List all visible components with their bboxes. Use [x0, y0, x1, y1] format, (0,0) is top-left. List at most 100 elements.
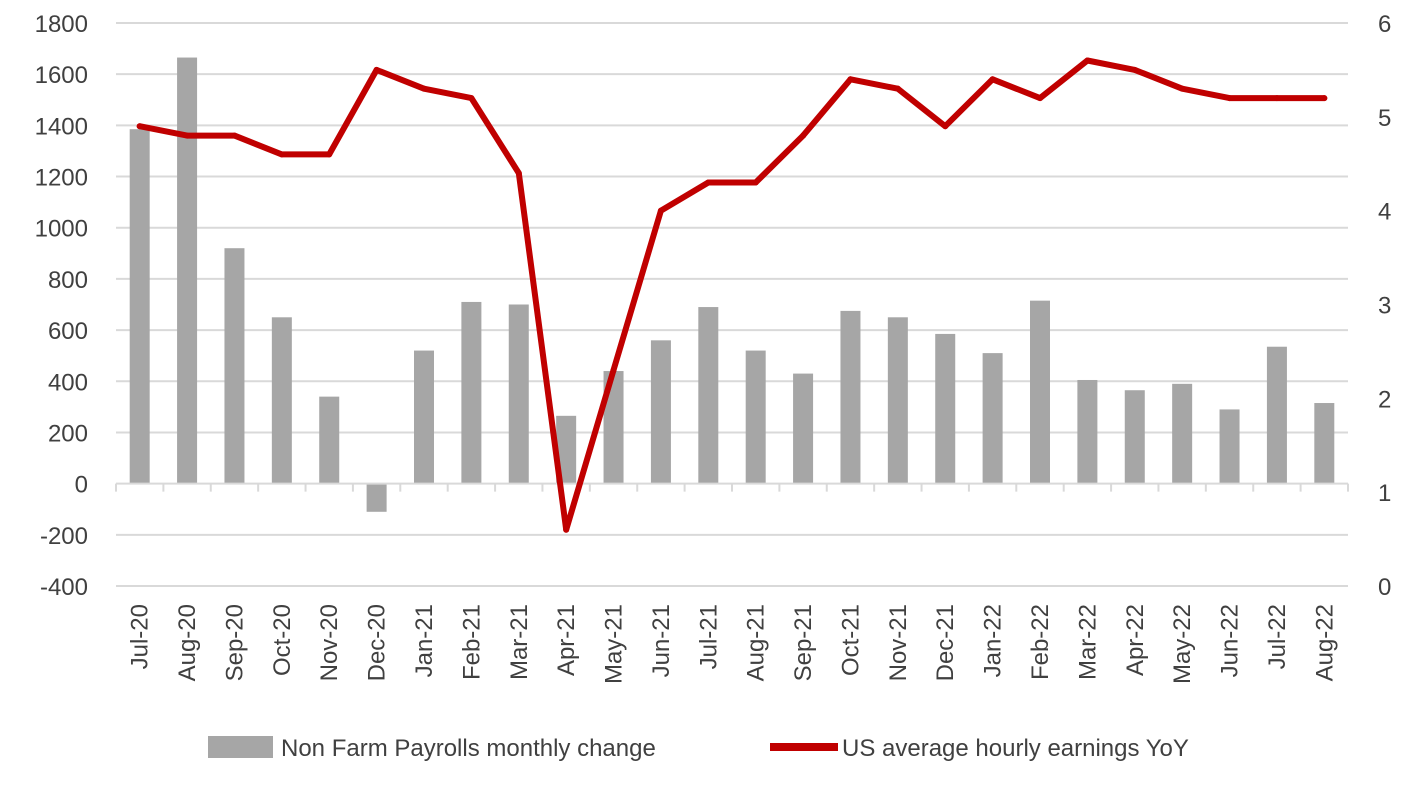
left-tick-label: 600 — [48, 318, 88, 345]
left-tick-label: 400 — [48, 369, 88, 396]
left-tick-label: -200 — [40, 523, 88, 550]
earnings-point — [1084, 57, 1091, 64]
legend-label-earnings: US average hourly earnings YoY — [842, 735, 1189, 762]
x-tick-label: Sep-20 — [221, 604, 248, 681]
left-tick-label: 1600 — [35, 62, 88, 89]
right-tick-label: 6 — [1378, 11, 1391, 38]
payrolls-bar — [603, 371, 624, 484]
payrolls-bar — [793, 373, 814, 484]
x-tick-label: Apr-21 — [553, 604, 580, 676]
x-tick-label: Jan-22 — [980, 604, 1007, 677]
payrolls-bar — [1030, 300, 1050, 484]
payrolls-bar — [745, 350, 766, 484]
x-tick-label: Oct-20 — [269, 604, 296, 676]
payrolls-bar — [1314, 403, 1335, 484]
left-tick-label: 800 — [48, 267, 88, 294]
payrolls-bar — [414, 350, 434, 484]
x-tick-label: Mar-21 — [506, 604, 533, 680]
earnings-point — [373, 66, 380, 73]
right-tick-label: 1 — [1378, 480, 1391, 507]
payrolls-bar — [556, 415, 577, 484]
earnings-point — [326, 151, 333, 158]
zero-axis — [115, 482, 1349, 492]
earnings-point — [989, 76, 996, 83]
left-tick-label: 1400 — [35, 113, 88, 140]
x-tick-label: Jun-22 — [1217, 604, 1244, 677]
right-tick-label: 2 — [1378, 386, 1391, 413]
left-axis-ticks: 1800 1600 1400 1200 1000 800 600 400 200 0 -200 -40… — [35, 11, 88, 601]
legend-label-payrolls: Non Farm Payrolls monthly change — [281, 735, 656, 762]
earnings-point — [1226, 95, 1233, 102]
payrolls-bar — [1219, 409, 1240, 484]
earnings-point — [515, 170, 522, 177]
x-tick-label: Oct-21 — [837, 604, 864, 676]
x-tick-label: Aug-20 — [174, 604, 201, 681]
payrolls-bar — [698, 307, 719, 484]
payrolls-bar — [1077, 379, 1098, 484]
legend-swatch-payrolls — [208, 736, 273, 758]
payrolls-bar — [224, 248, 245, 484]
x-tick-label: Jul-22 — [1264, 604, 1291, 669]
x-tick-label: Nov-20 — [316, 604, 343, 681]
right-tick-label: 0 — [1378, 574, 1391, 601]
right-tick-label: 3 — [1378, 293, 1391, 320]
left-tick-label: 0 — [75, 472, 88, 499]
x-tick-label: Mar-22 — [1074, 604, 1101, 680]
left-tick-label: 200 — [48, 420, 88, 447]
gridlines — [116, 22, 1348, 587]
earnings-point — [563, 526, 570, 533]
payrolls-bar — [935, 333, 956, 484]
payrolls-bar — [319, 396, 340, 484]
earnings-point — [1321, 95, 1328, 102]
x-tick-label: Sep-21 — [790, 604, 817, 681]
earnings-point — [184, 132, 191, 139]
left-tick-label: 1200 — [35, 165, 88, 192]
earnings-point — [800, 132, 807, 139]
payrolls-bar — [1172, 383, 1193, 484]
x-tick-label: Dec-21 — [932, 604, 959, 681]
right-axis-ticks: 6 5 4 3 2 1 0 — [1378, 11, 1391, 601]
earnings-point — [610, 367, 617, 374]
payrolls-bars — [129, 57, 1335, 512]
x-tick-label: Feb-21 — [458, 604, 485, 680]
earnings-point — [1273, 95, 1280, 102]
earnings-point — [421, 85, 427, 92]
x-tick-label: Jun-21 — [648, 604, 675, 677]
x-tick-label: Nov-21 — [885, 604, 912, 681]
earnings-point — [942, 123, 949, 130]
earnings-point — [231, 132, 238, 139]
x-axis-ticks: Jul-20 Aug-20 Sep-20 Oct-20 Nov-20 Dec-20 Jan-… — [127, 604, 1339, 684]
right-tick-label: 5 — [1378, 105, 1391, 132]
payrolls-bar — [650, 340, 671, 484]
earnings-point — [894, 85, 901, 92]
earnings-point — [1131, 66, 1138, 73]
earnings-point — [278, 151, 285, 158]
earnings-point — [468, 95, 475, 102]
payrolls-bar — [177, 57, 198, 484]
x-tick-label: Aug-22 — [1311, 604, 1338, 681]
legend: Non Farm Payrolls monthly change US aver… — [208, 735, 1189, 762]
payrolls-bar — [887, 317, 908, 484]
earnings-point — [1179, 85, 1186, 92]
payrolls-bar — [508, 304, 529, 484]
x-tick-label: Dec-20 — [364, 604, 391, 681]
x-tick-label: May-21 — [601, 604, 628, 684]
payrolls-bar — [461, 301, 482, 484]
left-tick-label: 1800 — [35, 11, 88, 38]
payrolls-bar — [1124, 390, 1145, 484]
payrolls-bar — [129, 129, 150, 484]
earnings-point — [847, 76, 854, 83]
x-tick-label: Apr-22 — [1122, 604, 1149, 676]
x-tick-label: Feb-22 — [1027, 604, 1054, 680]
left-tick-label: -400 — [40, 574, 88, 601]
x-tick-label: May-22 — [1169, 604, 1196, 684]
payrolls-bar — [366, 483, 387, 512]
x-tick-label: Jul-21 — [695, 604, 722, 669]
x-tick-label: Aug-21 — [743, 604, 770, 681]
earnings-point — [705, 179, 712, 186]
right-tick-label: 4 — [1378, 199, 1391, 226]
earnings-point — [657, 207, 664, 214]
earnings-point — [752, 179, 759, 186]
